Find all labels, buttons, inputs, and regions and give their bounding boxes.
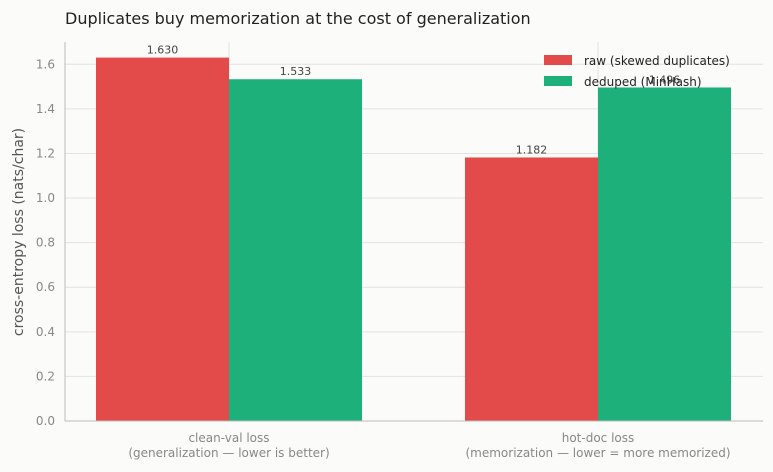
chart-title: Duplicates buy memorization at the cost …: [65, 9, 531, 28]
x-tick-label: (memorization — lower = more memorized): [465, 446, 730, 460]
y-tick-label: 0.0: [36, 414, 55, 428]
y-tick-label: 0.8: [36, 236, 55, 250]
bar: [229, 79, 362, 422]
y-tick-label: 0.6: [36, 280, 55, 294]
bar: [598, 87, 731, 421]
x-tick-label: (generalization — lower is better): [128, 446, 329, 460]
bar: [96, 57, 229, 421]
bar: [465, 157, 598, 422]
bar-value-label: 1.630: [147, 44, 179, 57]
bar-value-label: 1.182: [516, 143, 548, 156]
y-tick-label: 1.4: [36, 102, 55, 116]
legend: raw (skewed duplicates) deduped (MinHash): [544, 54, 730, 89]
y-tick-label: 0.4: [36, 325, 55, 339]
axes: [64, 42, 763, 422]
legend-swatch: [544, 76, 572, 86]
y-tick-label: 1.2: [36, 146, 55, 160]
y-tick-label: 1.6: [36, 57, 55, 71]
legend-label: deduped (MinHash): [584, 75, 702, 89]
labels: 0.0 0.2 0.4 0.6 0.8 1.0 1.2 1.4 1.6 1.630 1.182 1.5…: [36, 44, 731, 460]
bar-value-label: 1.496: [649, 73, 681, 86]
legend-swatch: [544, 55, 572, 65]
y-tick-label: 1.0: [36, 191, 55, 205]
x-tick-label: clean-val loss: [188, 431, 269, 445]
y-axis-label: cross-entropy loss (nats/char): [11, 128, 27, 336]
bar-value-label: 1.533: [280, 65, 312, 78]
x-tick-label: hot-doc loss: [562, 431, 635, 445]
legend-label: raw (skewed duplicates): [584, 54, 730, 68]
bars: [96, 57, 731, 422]
y-tick-label: 0.2: [36, 369, 55, 383]
